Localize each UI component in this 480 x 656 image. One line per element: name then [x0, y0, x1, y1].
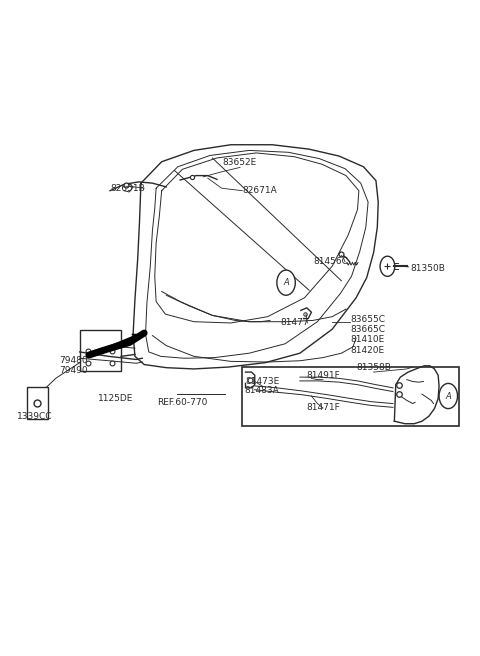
Text: 83652E: 83652E — [223, 158, 257, 167]
Text: 79480: 79480 — [60, 356, 88, 365]
Bar — [27, 387, 48, 419]
Text: A: A — [283, 278, 289, 287]
Text: 81420E: 81420E — [350, 346, 384, 354]
Text: 81358B: 81358B — [356, 363, 391, 372]
Text: 81410E: 81410E — [350, 335, 385, 344]
Text: 82651B: 82651B — [111, 184, 145, 193]
Text: 81477: 81477 — [280, 318, 309, 327]
Text: 81350B: 81350B — [410, 264, 445, 273]
Text: 81491F: 81491F — [306, 371, 340, 380]
Text: 81471F: 81471F — [306, 403, 340, 413]
Text: 79490: 79490 — [60, 365, 88, 375]
Text: REF.60-770: REF.60-770 — [157, 398, 207, 407]
Circle shape — [439, 383, 457, 409]
Text: 1339CC: 1339CC — [17, 412, 53, 420]
Text: 81456C: 81456C — [313, 257, 348, 266]
Text: 1125DE: 1125DE — [98, 394, 133, 403]
Text: 82671A: 82671A — [242, 186, 277, 195]
Text: 81483A: 81483A — [245, 386, 279, 396]
Bar — [80, 330, 121, 371]
Bar — [242, 367, 459, 426]
Text: A: A — [445, 392, 451, 401]
Circle shape — [277, 270, 295, 295]
Text: 83665C: 83665C — [350, 325, 385, 334]
Text: 83655C: 83655C — [350, 316, 385, 324]
Text: 81473E: 81473E — [245, 377, 279, 386]
